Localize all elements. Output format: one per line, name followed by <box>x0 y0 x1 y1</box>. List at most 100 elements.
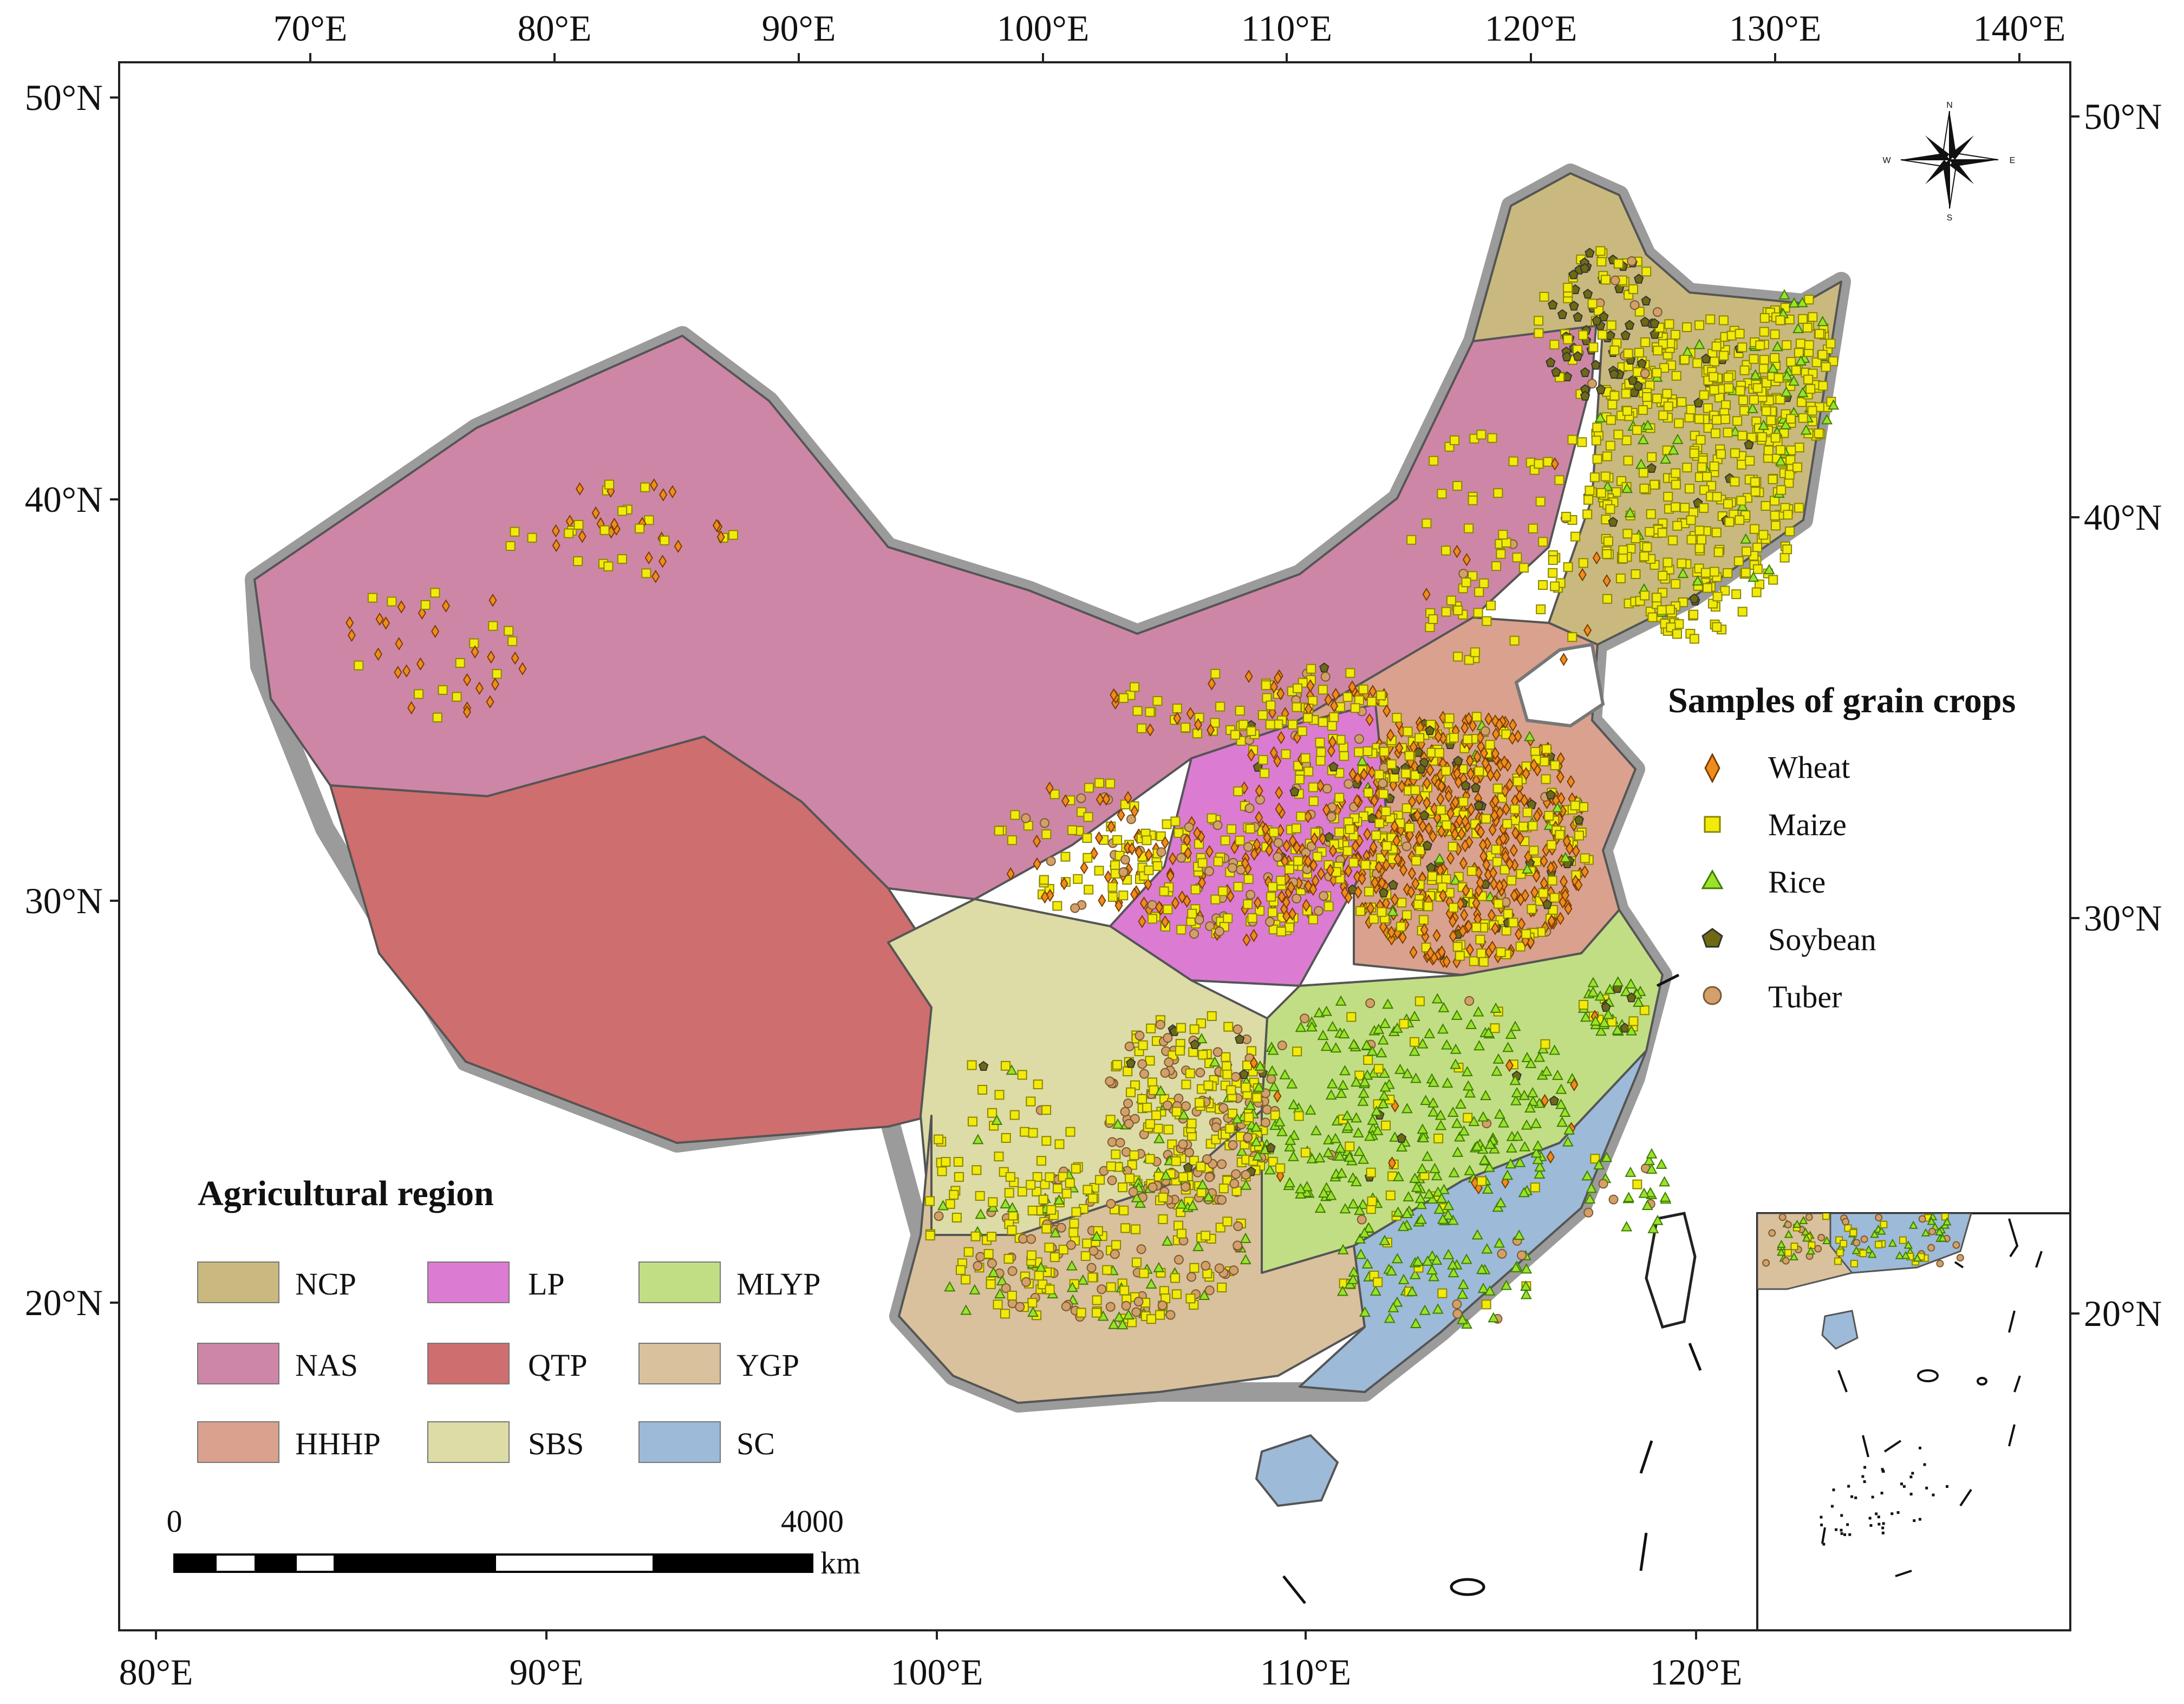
tuber-point <box>1229 1179 1240 1189</box>
tuber-point <box>1148 1182 1158 1193</box>
soybean-point <box>1549 1095 1560 1105</box>
maize-point <box>1235 835 1245 846</box>
rice-point <box>1339 1065 1351 1076</box>
wheat-point <box>1499 831 1508 846</box>
tuber-point <box>1262 1104 1272 1115</box>
maize-point <box>1418 915 1429 925</box>
maize-point <box>1145 1119 1155 1129</box>
wheat-point <box>374 647 383 661</box>
rice-point <box>1442 1209 1454 1220</box>
rice-point <box>1359 1306 1371 1317</box>
rice-point <box>1186 1200 1198 1211</box>
maize-point <box>1502 818 1512 829</box>
rice-point <box>1792 323 1804 334</box>
top-axis-label: 110°E <box>1241 8 1332 49</box>
maize-point <box>1588 342 1599 353</box>
maize-point <box>1172 703 1182 713</box>
left-axis-labels: 50°N 40°N 30°N 20°N <box>25 77 103 1323</box>
taiwan-island <box>1645 1212 1697 1329</box>
rice-point <box>1584 1193 1596 1204</box>
wheat-point <box>1241 856 1249 870</box>
maize-point <box>1220 835 1230 846</box>
rice-point <box>1775 455 1787 466</box>
maize-point <box>1137 723 1147 733</box>
maize-point <box>1609 345 1620 355</box>
rice-point <box>1935 1227 1944 1235</box>
wheat-point <box>1344 890 1353 905</box>
wheat-point <box>1546 1150 1555 1164</box>
soybean-point <box>1548 300 1558 310</box>
maize-point <box>1230 730 1240 740</box>
legend-label-sc: SC <box>736 1426 775 1461</box>
soybean-point <box>1328 762 1339 772</box>
reef-dot <box>1847 1485 1850 1488</box>
maize-point <box>1694 525 1705 536</box>
tuber-point <box>1246 889 1256 900</box>
maize-point <box>1770 329 1780 340</box>
maize-point <box>1041 1105 1052 1115</box>
maize-point <box>492 669 502 679</box>
wheat-point <box>1464 919 1473 933</box>
maize-point <box>1017 1070 1027 1080</box>
maize-point <box>1452 481 1463 491</box>
maize-point <box>1507 875 1517 886</box>
rice-point <box>1555 1083 1567 1094</box>
maize-point <box>988 1197 998 1207</box>
wheat-point <box>1556 912 1565 926</box>
wheat-point <box>1465 943 1474 957</box>
wheat-point <box>1032 834 1041 848</box>
maize-point <box>1171 1289 1182 1299</box>
rice-point <box>1789 1252 1799 1260</box>
rice-point <box>1484 890 1496 902</box>
maize-point <box>1740 568 1751 578</box>
maize-point <box>934 1134 944 1144</box>
maize-point <box>1468 495 1478 505</box>
rice-point <box>1352 1127 1364 1137</box>
wheat-point <box>1107 820 1116 834</box>
maize-point <box>1737 342 1748 353</box>
maize-point <box>1540 1039 1550 1049</box>
maize-point <box>1732 416 1743 426</box>
maize-point <box>1082 833 1092 843</box>
maize-point <box>1373 1064 1384 1074</box>
wheat-point <box>1328 844 1338 858</box>
scale-end-label: 4000 <box>781 1504 844 1539</box>
maize-point <box>1442 820 1452 830</box>
maize-point <box>1052 1183 1062 1194</box>
tuber-point <box>1136 1244 1146 1254</box>
wheat-point <box>1467 802 1476 816</box>
rice-point <box>1401 1103 1413 1114</box>
soybean-point <box>1419 810 1430 820</box>
maize-point <box>1027 1298 1038 1308</box>
soybean-point <box>1557 309 1568 319</box>
maize-point <box>1589 472 1600 483</box>
rice-point <box>1525 1057 1537 1068</box>
maize-point <box>1549 893 1560 903</box>
rice-point <box>1335 1088 1347 1098</box>
soybean-symbol <box>1701 928 1723 948</box>
rice-point <box>1429 1162 1440 1173</box>
wheat-point <box>1399 863 1408 877</box>
maize-point <box>1181 1079 1191 1090</box>
wheat-point <box>1124 862 1133 876</box>
maize-point <box>994 825 1004 836</box>
maize-point <box>1849 1228 1857 1237</box>
rice-point <box>1424 1027 1436 1038</box>
wheat-point <box>1330 699 1339 713</box>
wheat-point <box>347 628 356 642</box>
tuber-point <box>1927 1244 1935 1252</box>
maize-point <box>1366 697 1377 707</box>
wheat-point <box>441 599 451 613</box>
wheat-point <box>1353 772 1362 785</box>
tuber-point <box>1123 1098 1133 1109</box>
wheat-point <box>1490 877 1498 891</box>
soybean-point <box>1585 248 1595 258</box>
maize-point <box>1647 612 1658 622</box>
maize-point <box>1422 518 1432 529</box>
tuber-point <box>1107 1137 1117 1147</box>
maize-point <box>1759 355 1769 365</box>
wheat-point <box>1322 803 1331 817</box>
maize-point <box>1587 298 1598 309</box>
wheat-point <box>1309 858 1318 872</box>
maize-point <box>414 689 424 699</box>
